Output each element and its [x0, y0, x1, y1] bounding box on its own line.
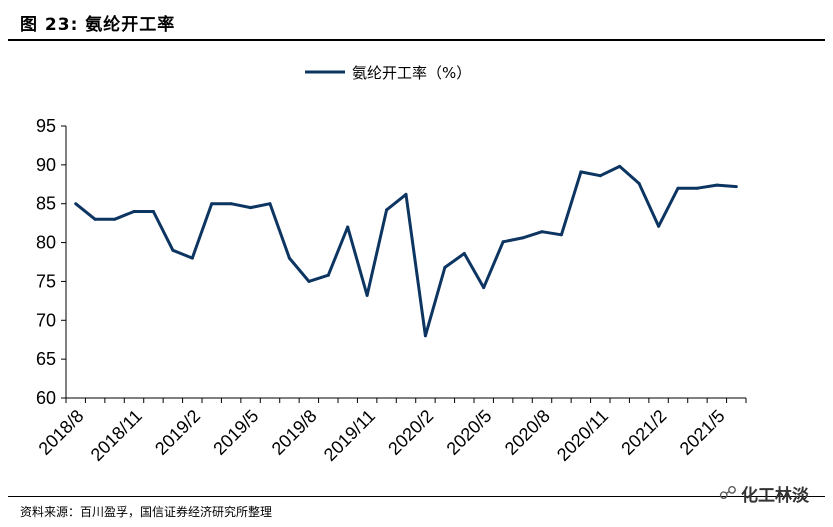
- data-point: [521, 236, 525, 240]
- series-line: [74, 164, 737, 338]
- data-point: [579, 170, 583, 174]
- x-tick-label: 2021/2: [617, 406, 670, 459]
- data-point: [423, 334, 427, 338]
- legend-label: 氨纶开工率（%）: [352, 64, 471, 82]
- data-point: [618, 164, 622, 168]
- data-point: [74, 202, 78, 206]
- data-point: [657, 224, 661, 228]
- data-point: [93, 217, 97, 221]
- data-point: [598, 174, 602, 178]
- data-point: [287, 256, 291, 260]
- data-point: [249, 206, 253, 210]
- data-point: [734, 185, 738, 189]
- data-point: [404, 192, 408, 196]
- top-divider: [8, 39, 825, 41]
- data-point: [385, 208, 389, 212]
- x-tick-label: 2019/2: [151, 406, 204, 459]
- y-tick-label: 75: [36, 271, 56, 291]
- data-point: [695, 186, 699, 190]
- data-point: [326, 273, 330, 277]
- x-tick-label: 2019/11: [320, 406, 379, 465]
- data-point: [715, 183, 719, 187]
- chart-legend: 氨纶开工率（%）: [305, 64, 471, 82]
- data-point: [113, 217, 117, 221]
- data-point: [229, 202, 233, 206]
- data-point: [190, 256, 194, 260]
- watermark-label: 化工林淡: [741, 486, 809, 506]
- data-point: [268, 202, 272, 206]
- x-tick-label: 2020/11: [553, 406, 612, 465]
- y-tick-label: 80: [36, 233, 56, 253]
- data-point: [637, 182, 641, 185]
- y-tick-label: 85: [36, 194, 56, 214]
- data-point: [676, 186, 680, 190]
- series-layer: [74, 164, 738, 338]
- watermark: ☍ 化工林淡: [719, 481, 809, 506]
- data-point: [171, 248, 175, 252]
- data-point: [501, 240, 505, 244]
- data-point: [443, 265, 447, 269]
- bottom-divider: [8, 496, 825, 497]
- source-note: 资料来源：百川盈孚，国信证券经济研究所整理: [20, 505, 273, 519]
- data-point: [307, 279, 311, 283]
- data-point: [132, 210, 136, 213]
- x-tick-label: 2020/5: [443, 406, 496, 459]
- y-axis: 60 65 70 75 80 85 90 95: [36, 116, 67, 408]
- data-point: [365, 293, 369, 297]
- x-tick-label: 2021/5: [676, 406, 729, 459]
- data-point: [559, 233, 563, 237]
- data-point: [540, 230, 544, 234]
- y-tick-label: 65: [36, 349, 56, 369]
- data-point: [346, 225, 350, 229]
- y-tick-label: 90: [36, 155, 56, 175]
- x-tick-label: 2019/5: [209, 406, 262, 459]
- x-tick-label: 2020/2: [384, 406, 437, 459]
- data-point: [462, 252, 466, 255]
- wechat-icon: ☍: [718, 483, 737, 504]
- y-tick-label: 70: [36, 310, 56, 330]
- x-tick-label: 2019/8: [268, 406, 321, 459]
- data-point: [210, 202, 214, 206]
- y-tick-label: 95: [36, 116, 56, 136]
- x-tick-label: 2018/8: [35, 406, 88, 459]
- data-point: [151, 210, 155, 213]
- x-tick-label: 2020/8: [501, 406, 554, 459]
- figure-title: 图 23: 氨纶开工率: [20, 15, 176, 35]
- y-tick-label: 60: [36, 388, 56, 408]
- data-point: [482, 286, 486, 290]
- x-axis: 2018/8 2018/11 2019/2 2019/5 2019/8 2019/11 20…: [35, 397, 747, 465]
- x-tick-label: 2018/11: [87, 406, 146, 465]
